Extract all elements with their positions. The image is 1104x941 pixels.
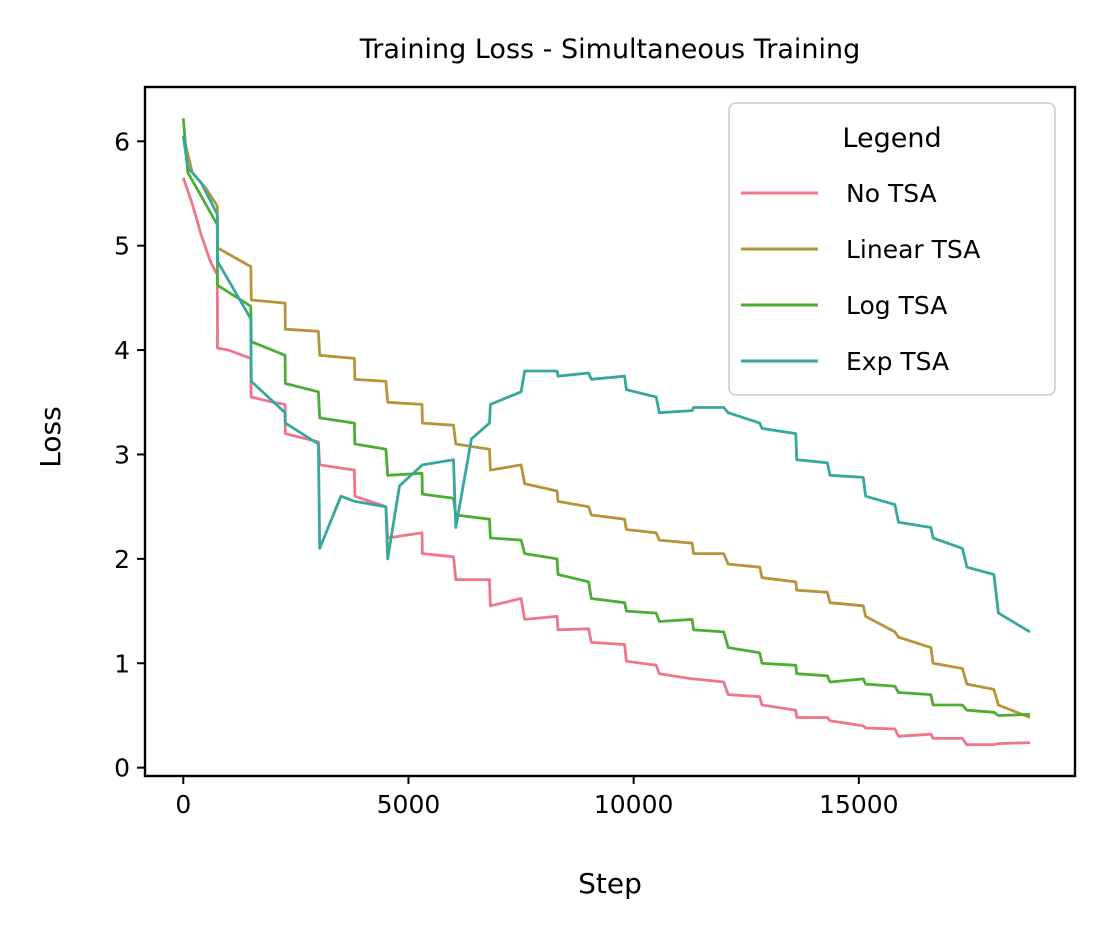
y-tick-label: 6 [114, 127, 130, 156]
legend-label: Linear TSA [846, 235, 980, 264]
y-tick-label: 5 [114, 232, 130, 261]
legend-box [728, 102, 1056, 396]
y-tick-label: 1 [114, 649, 130, 678]
legend-label: Exp TSA [846, 347, 949, 376]
axes: 0 5000 10000 15000 0 1 2 3 4 5 6 [114, 127, 898, 819]
legend-label: No TSA [846, 179, 937, 208]
x-tick-label: 10000 [594, 790, 674, 819]
chart-title: Training Loss - Simultaneous Training [359, 34, 860, 65]
series-line-linear-tsa [181, 135, 1031, 719]
legend-title: Legend [842, 123, 941, 154]
y-tick-label: 0 [114, 754, 130, 783]
x-tick-label: 0 [175, 790, 191, 819]
y-tick-label: 3 [114, 440, 130, 469]
legend-items: No TSA Linear TSA Log TSA Exp TSA [741, 179, 980, 376]
y-axis-label: Loss [34, 406, 67, 467]
series-line-log-tsa [181, 118, 1031, 717]
y-tick-label: 2 [114, 545, 130, 574]
series-line-exp-tsa [181, 135, 1031, 634]
x-tick-label: 15000 [819, 790, 899, 819]
legend: Legend No TSA Linear TSA Log TSA Exp TSA [728, 102, 1056, 396]
x-axis-label: Step [578, 867, 642, 900]
x-tick-label: 5000 [377, 790, 441, 819]
plot-frame [143, 85, 1077, 778]
plot-area [181, 118, 1031, 747]
y-tick-label: 4 [114, 336, 130, 365]
legend-label: Log TSA [846, 291, 947, 320]
